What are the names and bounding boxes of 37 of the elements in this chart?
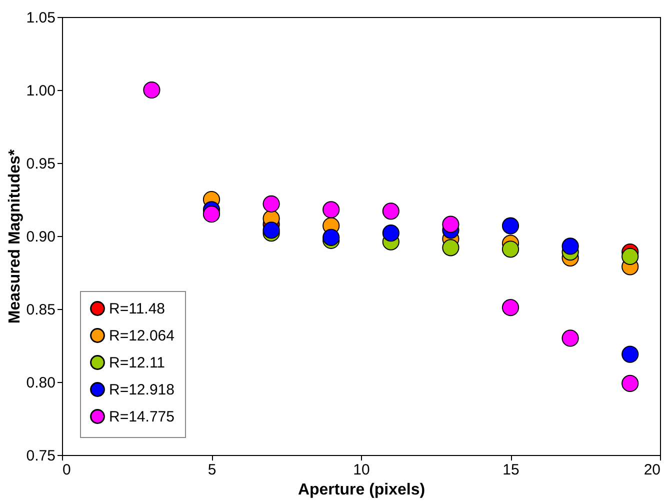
legend-label: R=12.064 [109,328,174,344]
x-axis-title: Aperture (pixels) [298,482,426,498]
x-tick-label: 15 [502,462,520,478]
legend-label: R=12.918 [109,382,174,398]
point [442,239,460,256]
y-tick-label: 0.85 [26,302,56,318]
y-tick-label: 0.95 [26,156,56,172]
point [262,222,280,239]
point [502,298,520,316]
x-tick-label: 20 [644,462,660,478]
point [562,330,579,347]
x-tick-label: 0 [62,462,71,478]
y-tick-label: 1.00 [26,82,56,100]
legend-label: R=12.11 [109,354,166,372]
y-tick-label: 0.80 [26,374,56,392]
x-tick-label: 10 [353,462,370,478]
point [262,195,280,212]
point [502,217,520,234]
point [143,81,160,99]
point [442,216,460,233]
point [322,201,340,218]
legend-label: R=11.48 [109,300,166,318]
point [622,346,639,363]
point [502,240,520,258]
point [322,228,340,246]
y-tick-label: 0.75 [26,448,56,464]
point [622,248,639,265]
point [382,224,400,242]
point [562,238,579,255]
legend-label: R=14.775 [109,408,174,426]
point [382,202,400,220]
y-tick-label: 1.05 [26,10,56,26]
y-axis-title: Measured Magnitudes* [6,148,24,324]
y-tick-label: 0.90 [26,228,56,246]
point [622,374,639,392]
point [202,206,220,223]
x-tick-label: 5 [208,462,216,478]
